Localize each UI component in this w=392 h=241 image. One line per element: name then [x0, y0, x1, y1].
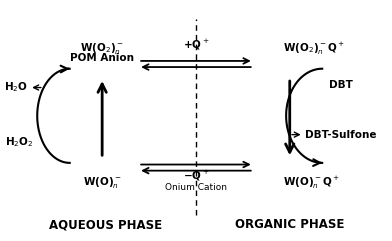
Text: Onium Cation: Onium Cation — [165, 183, 227, 192]
Text: DBT-Sulfone: DBT-Sulfone — [305, 130, 377, 140]
Text: W(O)$_n^-$Q$^+$: W(O)$_n^-$Q$^+$ — [283, 175, 339, 191]
Text: W(O)$_n^-$: W(O)$_n^-$ — [83, 175, 122, 190]
Text: W(O$_2$)$_n^-$: W(O$_2$)$_n^-$ — [80, 41, 124, 56]
Text: POM Anion: POM Anion — [70, 53, 134, 63]
Text: ORGANIC PHASE: ORGANIC PHASE — [235, 218, 345, 231]
Text: W(O$_2$)$_n^-$Q$^+$: W(O$_2$)$_n^-$Q$^+$ — [283, 41, 344, 57]
Text: AQUEOUS PHASE: AQUEOUS PHASE — [49, 218, 162, 231]
Text: +Q$^+$: +Q$^+$ — [183, 38, 209, 52]
Text: H$_2$O$_2$: H$_2$O$_2$ — [5, 135, 34, 149]
Text: H$_2$O: H$_2$O — [4, 81, 27, 94]
Text: DBT: DBT — [329, 80, 353, 90]
Text: −Q$^+$: −Q$^+$ — [183, 169, 209, 183]
